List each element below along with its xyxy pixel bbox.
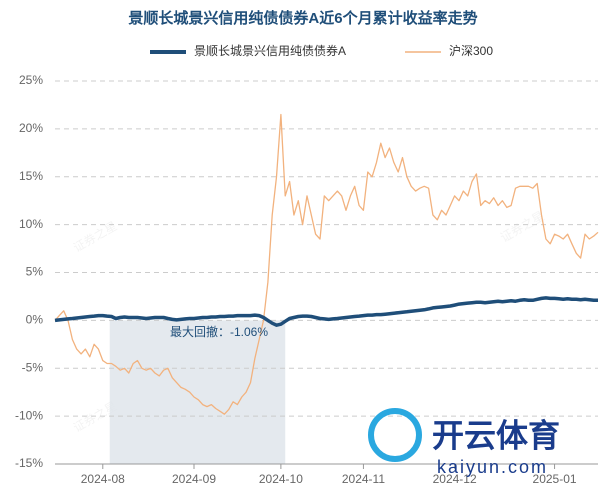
x-tick-label: 2024-11 bbox=[342, 472, 385, 486]
x-tick-label: 2025-01 bbox=[533, 472, 577, 486]
chart-title: 景顺长城景兴信用纯债债券A近6个月累计收益率走势 bbox=[128, 9, 477, 27]
y-tick-label: 10% bbox=[19, 217, 43, 231]
x-tick-label: 2024-12 bbox=[433, 472, 477, 486]
legend-label: 景顺长城景兴信用纯债债券A bbox=[194, 43, 346, 58]
x-tick-label: 2024-08 bbox=[81, 472, 125, 486]
series-line bbox=[54, 113, 599, 415]
x-tick-label: 2024-10 bbox=[259, 472, 303, 486]
legend-label: 沪深300 bbox=[449, 44, 493, 58]
y-tick-label: 15% bbox=[19, 169, 43, 183]
y-tick-label: 25% bbox=[19, 73, 43, 87]
logo-mark bbox=[368, 408, 422, 462]
y-tick-label: 20% bbox=[19, 121, 43, 135]
y-tick-label: -5% bbox=[22, 360, 44, 374]
y-tick-label: 0% bbox=[26, 313, 44, 327]
y-tick-label: -15% bbox=[15, 456, 43, 470]
drawdown-region bbox=[109, 320, 286, 464]
watermark: 证券之星 bbox=[70, 218, 119, 255]
y-tick-label: 5% bbox=[26, 265, 44, 279]
watermark: 证券之星 bbox=[498, 208, 547, 245]
x-tick-label: 2024-09 bbox=[172, 472, 216, 486]
logo-text: 开云体育 bbox=[432, 417, 560, 453]
logo-url: kaiyun.com bbox=[437, 457, 548, 477]
series-line bbox=[54, 296, 598, 327]
y-tick-label: -10% bbox=[15, 408, 43, 422]
annotation: 最大回撤：-1.06% bbox=[170, 324, 268, 339]
